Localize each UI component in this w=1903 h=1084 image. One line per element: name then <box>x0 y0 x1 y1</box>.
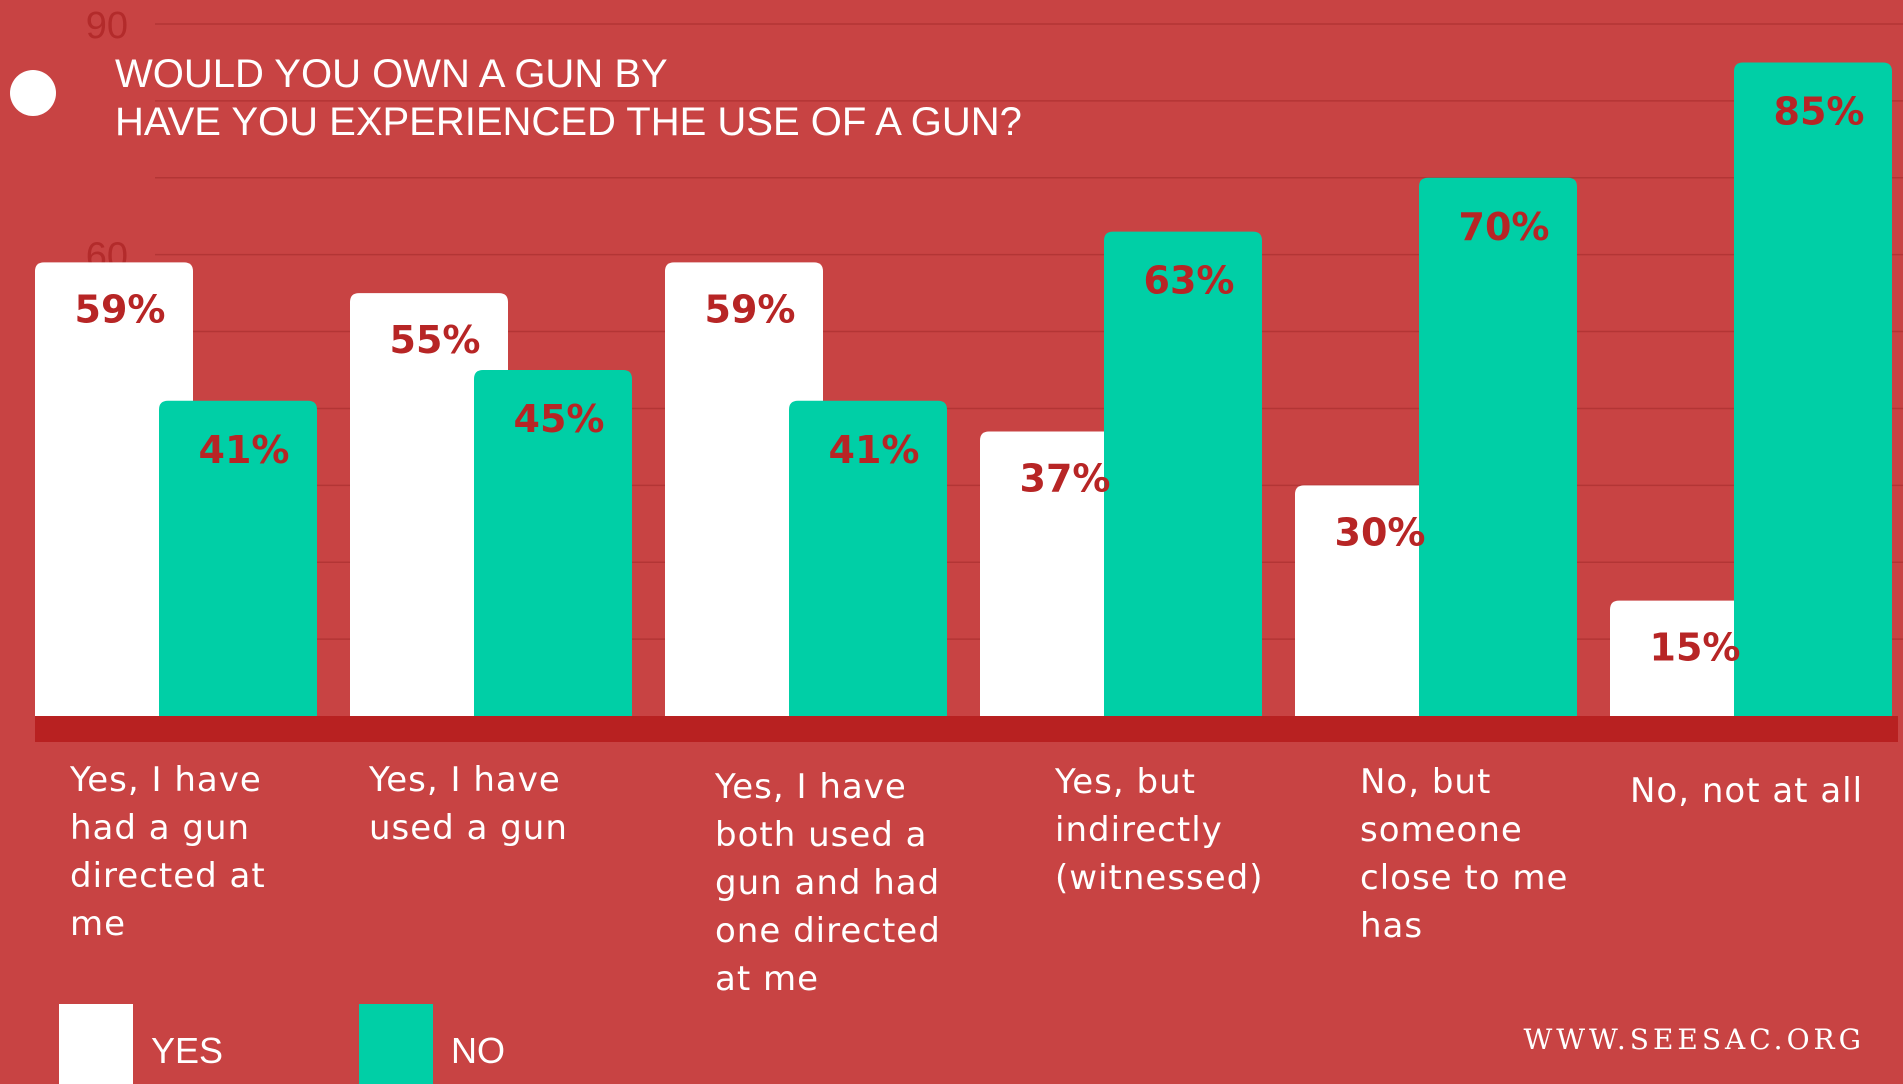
bar-no-6 <box>1734 62 1892 716</box>
value-label-yes-3: 59% <box>705 287 796 331</box>
bar-yes-4 <box>980 431 1138 716</box>
bar-yes-2 <box>350 293 508 716</box>
bar-no-2 <box>474 370 632 716</box>
value-label-yes-2: 55% <box>390 318 481 362</box>
value-label-no-5: 70% <box>1459 205 1550 249</box>
category-label-6: No, not at all <box>1630 771 1864 811</box>
bar-yes-5 <box>1295 485 1453 716</box>
y-tick-label-90: 90 <box>86 5 128 47</box>
legend-yes-label: YES <box>151 1030 224 1071</box>
bar-yes-1 <box>35 262 193 716</box>
title-bullet-icon <box>10 70 56 116</box>
value-label-yes-6: 15% <box>1650 626 1741 670</box>
chart-baseline <box>35 716 1898 742</box>
legend-no-swatch <box>359 1004 433 1084</box>
value-label-no-4: 63% <box>1144 259 1235 303</box>
website-url: WWW.SEESAC.ORG <box>1523 1023 1865 1056</box>
category-label-4: Yes, but indirectly (witnessed) <box>1055 762 1264 898</box>
value-label-yes-1: 59% <box>75 287 166 331</box>
bar-no-5 <box>1419 177 1577 716</box>
category-label-5: No, but someone close to me has <box>1360 762 1569 946</box>
value-label-no-3: 41% <box>829 428 920 472</box>
bar-yes-6 <box>1610 600 1768 716</box>
value-label-no-1: 41% <box>199 428 290 472</box>
bar-yes-3 <box>665 262 823 716</box>
bar-no-1 <box>159 400 317 716</box>
value-label-yes-5: 30% <box>1335 510 1426 554</box>
bar-no-4 <box>1104 231 1262 716</box>
category-label-2: Yes, I have used a gun <box>369 760 568 848</box>
category-label-1: Yes, I have had a gun directed at me <box>70 760 266 944</box>
chart-title-line-1: WOULD YOU OWN A GUN BY <box>115 52 668 96</box>
value-label-no-2: 45% <box>514 397 605 441</box>
legend-yes-swatch <box>59 1004 133 1084</box>
bar-no-3 <box>789 400 947 716</box>
value-label-yes-4: 37% <box>1020 457 1111 501</box>
category-label-3: Yes, I have both used a gun and had one … <box>715 767 941 999</box>
legend-no-label: NO <box>451 1030 505 1071</box>
chart-title-line-2: HAVE YOU EXPERIENCED THE USE OF A GUN? <box>115 100 1022 144</box>
value-label-no-6: 85% <box>1774 89 1865 133</box>
